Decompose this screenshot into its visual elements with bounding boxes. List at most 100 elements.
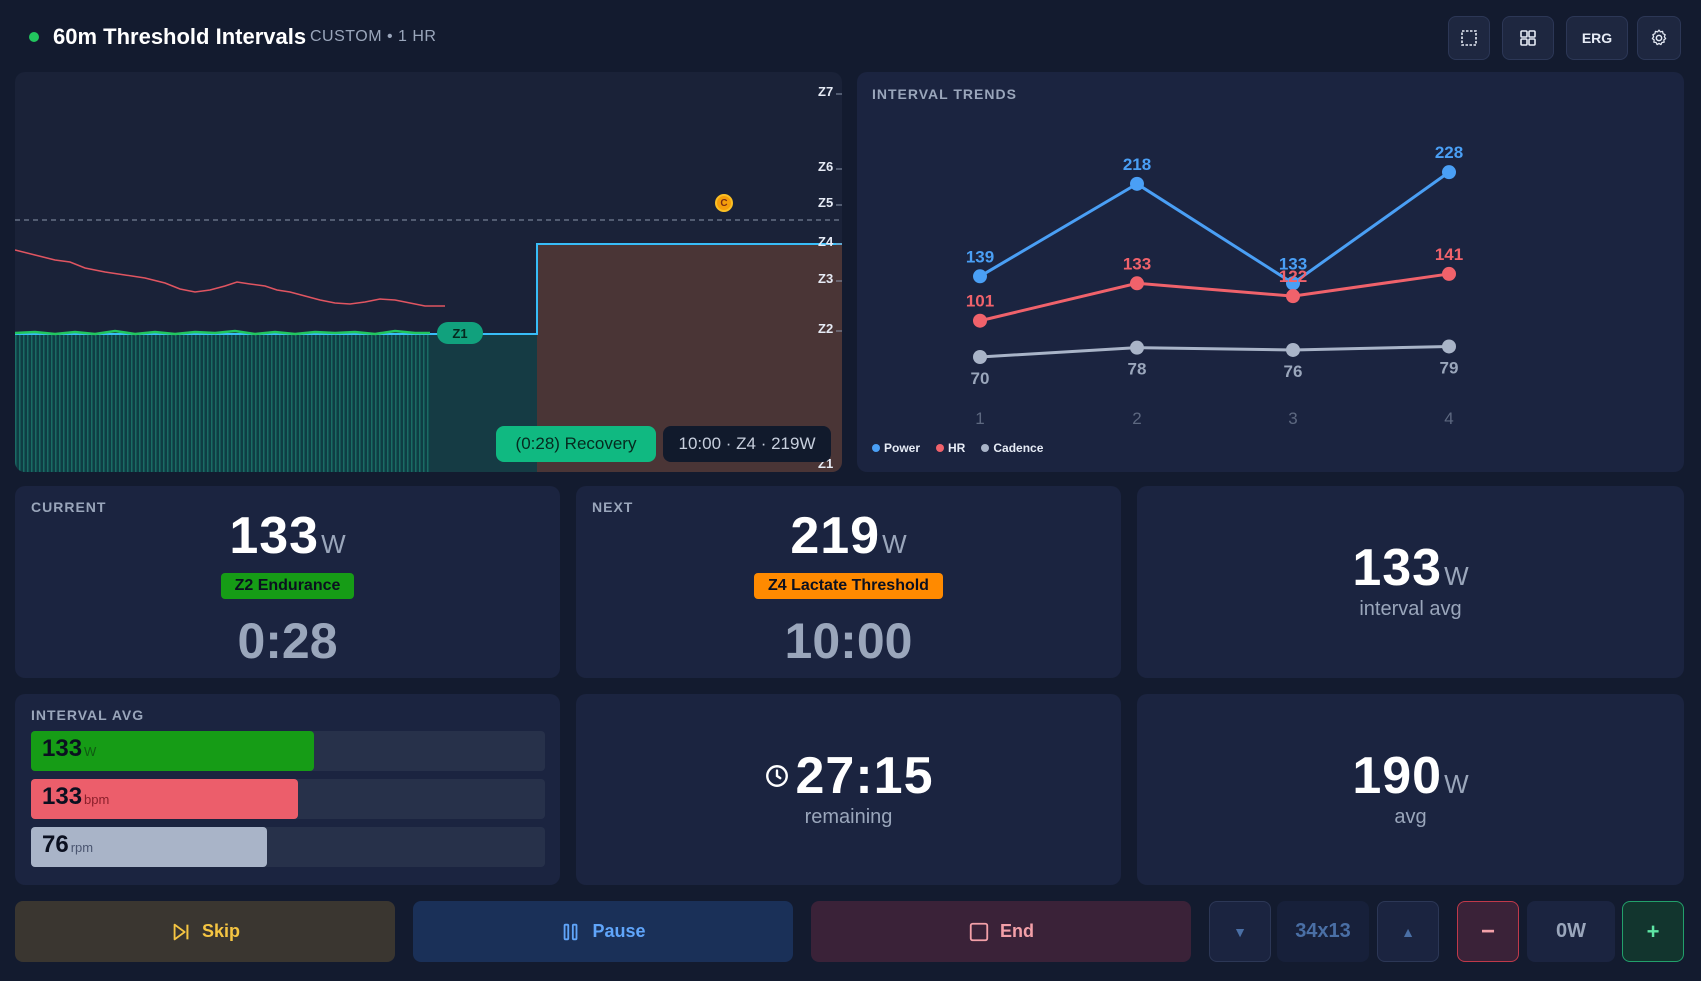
legend-label-power: Power xyxy=(884,441,921,455)
increase-interval-button[interactable]: ▲ xyxy=(1377,901,1439,962)
interval-avg-power: 133W xyxy=(1137,538,1684,598)
pause-button[interactable]: Pause xyxy=(413,901,793,962)
cadence-point xyxy=(1286,342,1300,357)
current-label: CURRENT xyxy=(31,499,107,515)
cadence-line xyxy=(979,344,1450,359)
next-zone-badge: Z4 Lactate Threshold xyxy=(754,573,943,599)
power-data-label: 228 xyxy=(1435,143,1463,162)
next-power: 219W xyxy=(576,506,1121,566)
avg-power-value: 190 xyxy=(1352,747,1443,805)
erg-mode-button[interactable]: ERG xyxy=(1566,16,1628,60)
avg-power-unit: W xyxy=(1444,769,1469,799)
hr-data-label: 122 xyxy=(1279,267,1307,286)
cadence-avg-fill xyxy=(31,827,267,867)
power-point xyxy=(973,269,987,284)
hr-data-label: 141 xyxy=(1435,245,1463,264)
clock-icon xyxy=(765,765,788,787)
x-tick-label: 1 xyxy=(975,409,984,428)
skip-icon xyxy=(173,923,189,940)
cadence-data-label: 70 xyxy=(971,369,990,388)
gear-icon xyxy=(1651,29,1667,46)
hr-point xyxy=(1286,289,1300,304)
power-avg-fill xyxy=(31,731,314,771)
power-data-label: 218 xyxy=(1123,155,1151,174)
cadence-point xyxy=(1130,340,1144,355)
interval-avg-stat-panel: 133W interval avg xyxy=(1137,486,1684,678)
hr-data-label: 133 xyxy=(1123,254,1151,273)
legend-label-cadence: Cadence xyxy=(993,441,1044,455)
avg-power-caption: avg xyxy=(1394,806,1427,828)
completed-segment xyxy=(15,334,430,472)
legend-dot-cadence xyxy=(981,444,990,452)
current-zone-badge: Z2 Endurance xyxy=(220,573,355,599)
cadence-data-label: 78 xyxy=(1128,360,1147,379)
interval-avg-unit: W xyxy=(1444,561,1469,591)
next-time: 10:00 xyxy=(784,613,913,669)
chevron-down-icon: ▼ xyxy=(1233,923,1247,940)
power-avg-bar: 133 W xyxy=(31,731,545,771)
workout-subtitle: CUSTOM • 1 HR xyxy=(310,28,437,45)
current-power: 133W xyxy=(15,506,560,566)
cadence-data-label: 79 xyxy=(1440,358,1459,377)
hr-point xyxy=(1130,276,1144,291)
workout-title: 60m Threshold Intervals xyxy=(53,24,307,49)
settings-button[interactable] xyxy=(1637,16,1681,60)
current-segment-pill: (0:28) Recovery xyxy=(496,426,656,462)
x-tick-label: 4 xyxy=(1444,409,1453,428)
power-minus-button[interactable]: − xyxy=(1457,901,1519,962)
power-data-label: 133 xyxy=(1279,254,1307,273)
remaining-time: 27:15 xyxy=(576,746,1121,806)
cadence-point xyxy=(1442,339,1456,354)
avg-power-panel: 190W avg xyxy=(1137,694,1684,885)
cadence-avg-bar: 76 rpm xyxy=(31,827,545,867)
layout-button[interactable] xyxy=(1502,16,1554,60)
zone-label-z7: Z7 xyxy=(818,84,834,99)
cadence-point xyxy=(973,350,987,364)
legend-dot-power xyxy=(872,444,880,452)
interval-size-display: 34x13 xyxy=(1277,901,1369,962)
cadence-avg-value: 76 xyxy=(42,831,69,858)
grid-icon xyxy=(1520,30,1536,46)
remaining-panel: 27:15 remaining xyxy=(576,694,1121,885)
hr-avg-unit: bpm xyxy=(84,792,110,807)
skip-button[interactable]: Skip xyxy=(15,901,395,962)
fullscreen-button[interactable] xyxy=(1448,16,1490,60)
current-power-unit: W xyxy=(321,529,346,559)
zone-label-z4: Z4 xyxy=(818,234,834,249)
pause-label: Pause xyxy=(592,921,646,941)
power-point xyxy=(1286,276,1300,291)
current-zone: Z2 Endurance xyxy=(15,573,560,599)
decrease-interval-button[interactable]: ▼ xyxy=(1209,901,1271,962)
hr-avg-fill xyxy=(31,779,298,819)
end-button[interactable]: End xyxy=(811,901,1191,962)
hr-avg-value: 133 xyxy=(42,783,83,810)
interval-avg-bars-label: INTERVAL AVG xyxy=(31,707,145,723)
hr-point xyxy=(973,313,987,328)
trends-title: INTERVAL TRENDS xyxy=(872,86,1017,102)
x-tick-label: 3 xyxy=(1288,409,1297,428)
legend-cadence: Cadence xyxy=(981,441,1043,455)
status-indicator xyxy=(29,32,39,42)
trends-legend: Power HR Cadence xyxy=(872,441,1043,455)
zone-label-z5: Z5 xyxy=(818,195,834,210)
hr-point xyxy=(1442,266,1456,281)
hr-data-label: 101 xyxy=(966,292,994,311)
remaining-value: 27:15 xyxy=(795,747,934,805)
hr-avg-text: 133 bpm xyxy=(42,783,109,811)
power-avg-text: 133 W xyxy=(42,735,96,763)
remaining-caption: remaining xyxy=(804,806,893,828)
avg-power: 190W xyxy=(1137,746,1684,806)
power-point xyxy=(1442,165,1456,180)
power-plus-button[interactable]: + xyxy=(1622,901,1684,962)
current-panel: CURRENT 133W Z2 Endurance 0:28 xyxy=(15,486,560,678)
interval-avg-value: 133 xyxy=(1352,539,1443,597)
next-zone: Z4 Lactate Threshold xyxy=(576,573,1121,599)
pause-icon xyxy=(564,923,578,940)
header-bar: 60m Threshold Intervals CUSTOM • 1 HR ER… xyxy=(0,0,1701,74)
fullscreen-icon xyxy=(1461,30,1477,46)
next-panel: NEXT 219W Z4 Lactate Threshold 10:00 xyxy=(576,486,1121,678)
skip-label: Skip xyxy=(201,921,240,941)
zone-label-z6: Z6 xyxy=(818,159,834,174)
legend-hr: HR xyxy=(936,441,965,455)
